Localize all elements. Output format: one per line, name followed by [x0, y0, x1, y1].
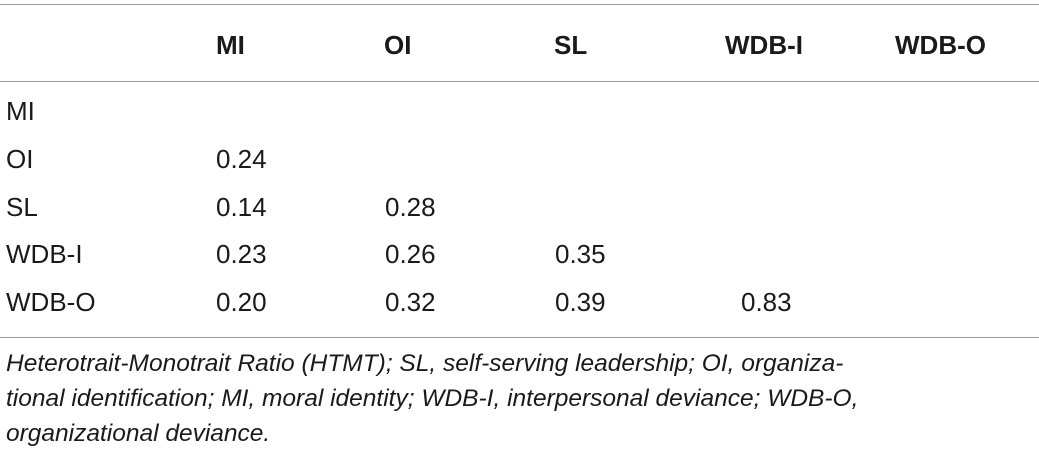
table-cell: 0.14	[216, 192, 267, 222]
row-label-mi: MI	[6, 96, 35, 126]
table-cell: 0.32	[385, 287, 436, 317]
table-cell: 0.20	[216, 287, 267, 317]
column-header-wdb-o: WDB-O	[895, 30, 986, 60]
row-label-sl: SL	[6, 192, 38, 222]
table-top-rule	[0, 4, 1039, 5]
row-label-wdb-o: WDB-O	[6, 287, 96, 317]
table-cell: 0.24	[216, 144, 267, 174]
footnote-line: organizational deviance.	[6, 420, 271, 447]
header-rule	[0, 81, 1039, 82]
table-bottom-rule	[0, 337, 1039, 338]
footnote-line: Heterotrait-Monotrait Ratio (HTMT); SL, …	[6, 350, 844, 377]
column-header-oi: OI	[384, 30, 412, 60]
table-cell: 0.83	[741, 287, 792, 317]
table-cell: 0.35	[555, 239, 606, 269]
row-label-oi: OI	[6, 144, 34, 174]
table-footnote: Heterotrait-Monotrait Ratio (HTMT); SL, …	[6, 346, 1032, 451]
column-header-mi: MI	[216, 30, 245, 60]
row-label-wdb-i: WDB-I	[6, 239, 83, 269]
column-header-wdb-i: WDB-I	[725, 30, 803, 60]
table-cell: 0.28	[385, 192, 436, 222]
footnote-line: tional identification; MI, moral identit…	[6, 385, 859, 412]
table-cell: 0.23	[216, 239, 267, 269]
table-cell: 0.26	[385, 239, 436, 269]
table-cell: 0.39	[555, 287, 606, 317]
column-header-sl: SL	[554, 30, 588, 60]
